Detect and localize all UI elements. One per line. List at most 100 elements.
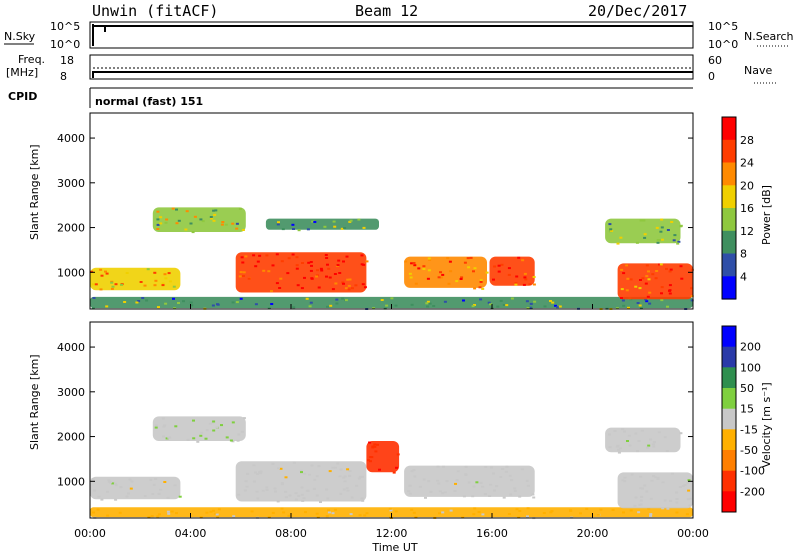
velocity-speckle [685, 513, 689, 516]
power-speckle [643, 233, 647, 236]
power-speckle [110, 281, 114, 284]
nsky-label: N.Sky [4, 30, 36, 43]
velocity-speckle [657, 431, 661, 434]
velocity-speckle [623, 430, 626, 433]
power-speckle [514, 283, 518, 286]
power-speckle [497, 264, 501, 267]
power-speckle [515, 275, 519, 278]
power-speckle [141, 297, 145, 299]
velocity-speckle [294, 492, 298, 495]
power-speckle [242, 271, 246, 274]
power-speckle [156, 223, 160, 226]
velocity-speckle [273, 487, 277, 490]
power-speckle [275, 253, 279, 256]
power-speckle [211, 304, 215, 307]
power-speckle [620, 288, 624, 291]
power-speckle [99, 268, 103, 271]
velocity-speckle [633, 504, 637, 507]
power-speckle [291, 253, 295, 256]
power-speckle [627, 306, 630, 309]
power-speckle [295, 267, 299, 270]
velocity-speckle [471, 495, 475, 498]
power-region-5 [489, 256, 535, 286]
velocity-speckle [517, 516, 521, 519]
power-speckle [413, 264, 417, 267]
velocity-speckle [151, 493, 155, 495]
velocity-speckle [161, 417, 165, 420]
power-speckle [135, 301, 139, 304]
velocity-speckle [252, 464, 256, 467]
power-speckle [471, 305, 475, 308]
power-speckle [182, 300, 185, 303]
power-speckle [390, 297, 394, 300]
velocity-speckle [308, 473, 311, 476]
velocity-speckle [111, 482, 115, 485]
velocity-speckle [170, 510, 174, 513]
power-colorbar-swatch [722, 162, 736, 186]
velocity-speckle [280, 507, 284, 510]
velocity-speckle [163, 424, 167, 427]
velocity-speckle [438, 490, 442, 493]
power-speckle [125, 272, 129, 274]
velocity-speckle [418, 485, 422, 488]
velocity-speckle [349, 513, 353, 516]
velocity-speckle [656, 478, 660, 480]
velocity-colorbar-swatch [722, 429, 736, 451]
power-speckle [659, 263, 663, 266]
velocity-colorbar-swatch [722, 388, 736, 410]
velocity-speckle [656, 476, 660, 479]
velocity-speckle [429, 490, 433, 493]
velocity-speckle [119, 486, 123, 489]
power-ytick-label: 1000 [57, 266, 85, 279]
velocity-speckle [312, 487, 316, 490]
velocity-speckle [649, 497, 653, 500]
velocity-speckle [652, 475, 656, 478]
velocity-speckle [441, 492, 445, 495]
velocity-speckle [647, 507, 651, 510]
power-speckle [385, 304, 389, 307]
velocity-speckle [436, 479, 440, 482]
velocity-speckle [596, 513, 600, 516]
power-speckle [348, 278, 352, 281]
power-speckle [665, 267, 668, 270]
velocity-speckle [647, 444, 651, 447]
velocity-speckle [679, 432, 683, 435]
power-speckle [428, 302, 432, 305]
velocity-speckle [489, 483, 493, 486]
freq-tick-top: 18 [60, 54, 74, 67]
velocity-speckle [637, 511, 641, 514]
velocity-speckle [302, 497, 306, 500]
velocity-speckle [413, 475, 417, 478]
power-speckle [280, 260, 284, 263]
power-speckle [342, 260, 345, 263]
power-speckle [543, 305, 547, 308]
power-speckle [270, 303, 274, 305]
velocity-speckle [363, 514, 367, 517]
velocity-speckle [338, 475, 342, 478]
power-speckle [556, 306, 559, 309]
power-region-6 [617, 263, 693, 300]
velocity-speckle [256, 473, 259, 475]
velocity-speckle [646, 446, 650, 449]
velocity-speckle [495, 485, 499, 488]
velocity-speckle [345, 487, 349, 490]
power-speckle [291, 223, 295, 226]
velocity-speckle [509, 493, 513, 496]
velocity-speckle [663, 499, 667, 502]
power-speckle [479, 280, 483, 283]
power-speckle [638, 304, 642, 307]
power-speckle [235, 301, 239, 304]
velocity-speckle [154, 424, 158, 427]
power-speckle [177, 302, 180, 304]
velocity-speckle [623, 480, 627, 483]
power-speckle [639, 307, 643, 310]
power-speckle [328, 276, 332, 279]
velocity-speckle [508, 474, 512, 477]
power-speckle [247, 277, 251, 280]
velocity-speckle [294, 498, 298, 501]
power-colorbar-swatch [722, 276, 736, 300]
velocity-speckle [661, 507, 665, 510]
velocity-speckle [150, 515, 154, 518]
power-speckle [143, 284, 147, 287]
power-speckle [326, 263, 329, 266]
